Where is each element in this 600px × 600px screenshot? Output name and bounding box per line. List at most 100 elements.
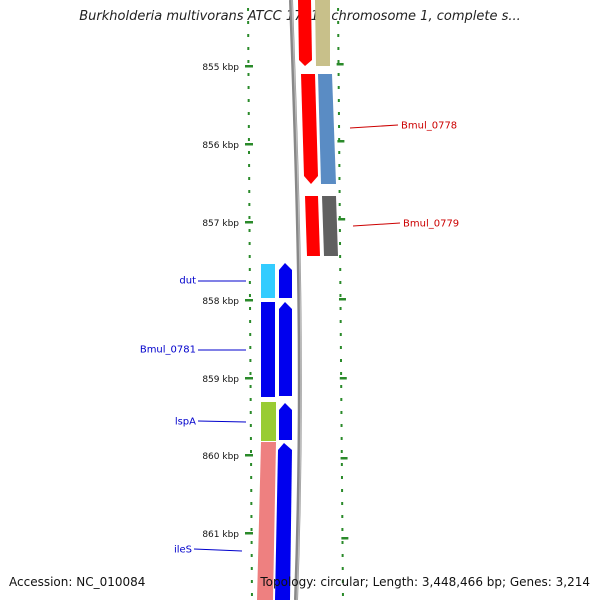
gene-name[interactable]: Bmul_0781 (140, 345, 196, 356)
feature-red-lower[interactable] (305, 196, 320, 256)
feature-blue-dut[interactable] (279, 263, 292, 298)
kbp-label: 859 kbp (202, 375, 239, 385)
gene-label-lspa[interactable]: lspA (175, 417, 247, 428)
tick-dot (338, 125, 341, 128)
tick-dot (340, 476, 343, 479)
backbone-arc (289, 0, 302, 600)
tick-major-left (245, 143, 253, 146)
tick-dot (250, 567, 253, 570)
tick-dot (248, 177, 251, 180)
kbp-label: 855 kbp (202, 63, 239, 73)
tick-dot (247, 60, 250, 63)
tick-major-right (341, 537, 349, 540)
tick-dot (341, 567, 344, 570)
tick-dot (339, 320, 342, 323)
accession-text: Accession: NC_010084 (9, 575, 146, 589)
gene-name[interactable]: Bmul_0778 (401, 121, 457, 132)
tick-dot (340, 437, 343, 440)
tick-dot (248, 190, 251, 193)
tick-dot (339, 281, 342, 284)
tick-dot (248, 229, 251, 232)
gene-label-bmul-0778[interactable]: Bmul_0778 (349, 121, 457, 132)
callout-line (349, 124, 399, 129)
tick-dot (339, 294, 342, 297)
tick-ring-left (247, 8, 253, 596)
callout-line (193, 548, 243, 552)
tick-dot (250, 463, 253, 466)
tick-dot (338, 203, 341, 206)
tick-dot (249, 333, 252, 336)
features-outer-left[interactable] (257, 264, 276, 600)
tick-major-right (340, 457, 348, 460)
feature-blue-iles[interactable] (275, 443, 292, 600)
feature-gray[interactable] (322, 196, 338, 256)
tick-dot (247, 112, 250, 115)
kbp-ruler: 855 kbp 856 kbp 857 kbp 858 kbp 859 kbp 860 k… (202, 63, 253, 540)
tick-dot (339, 255, 342, 258)
feature-blue-bmul0781[interactable] (279, 302, 292, 396)
tick-dot (340, 463, 343, 466)
tick-major-left (245, 454, 253, 457)
tick-dot (340, 398, 343, 401)
feature-blue-lspa[interactable] (279, 403, 292, 440)
gene-name[interactable]: ileS (174, 545, 192, 556)
tick-dot (247, 21, 250, 24)
kbp-label: 861 kbp (202, 530, 239, 540)
tick-dot (338, 138, 341, 141)
tick-dot (337, 60, 340, 63)
tick-dot (249, 398, 252, 401)
tick-dot (340, 411, 343, 414)
tick-dot (338, 164, 341, 167)
tick-dot (250, 593, 253, 596)
feature-cyan-dut[interactable] (261, 264, 275, 298)
feature-blue-outer-bmul0781[interactable] (261, 302, 275, 397)
tick-dot (341, 515, 344, 518)
feature-green-lspa[interactable] (261, 402, 276, 441)
tick-dot (340, 450, 343, 453)
tick-dot (341, 554, 344, 557)
kbp-label: 857 kbp (202, 219, 239, 229)
tick-dot (248, 268, 251, 271)
tick-dot (250, 450, 252, 453)
gene-label-bmul-0781[interactable]: Bmul_0781 (140, 345, 246, 356)
tick-dot (337, 112, 340, 115)
tick-dot (248, 164, 251, 167)
tick-dot (249, 372, 252, 375)
tick-dot (338, 151, 341, 154)
feature-red-top[interactable] (298, 0, 312, 66)
tick-dot (250, 580, 253, 583)
tick-ring-right (336, 8, 349, 596)
gene-name[interactable]: Bmul_0779 (403, 219, 459, 230)
features-outer-right[interactable] (298, 0, 338, 256)
tick-dot (249, 424, 252, 427)
tick-dot (248, 242, 251, 245)
tick-dot (337, 8, 340, 11)
gene-name[interactable]: dut (179, 276, 196, 287)
tick-major-right (336, 63, 344, 66)
tick-dot (250, 489, 253, 492)
tick-dot (338, 177, 341, 180)
tick-dot (247, 47, 250, 50)
feature-pink-iles[interactable] (257, 442, 276, 600)
backbone-highlight (291, 0, 302, 600)
features-inner-left[interactable] (275, 263, 292, 600)
tick-dot (341, 489, 344, 492)
tick-dot (247, 86, 250, 89)
kbp-label: 856 kbp (202, 141, 239, 151)
feature-red-middle[interactable] (301, 74, 318, 184)
gene-label-iles[interactable]: ileS (174, 545, 243, 556)
tick-dot (337, 21, 340, 24)
gene-label-dut[interactable]: dut (179, 276, 246, 287)
tick-dot (250, 476, 253, 479)
tick-major-left (245, 377, 253, 380)
feature-khaki[interactable] (315, 0, 330, 66)
tick-dot (247, 73, 250, 76)
gene-name[interactable]: lspA (175, 417, 196, 428)
tick-dot (338, 229, 341, 232)
tick-dot (249, 346, 252, 349)
gene-label-bmul-0779[interactable]: Bmul_0779 (352, 219, 459, 230)
feature-steelblue[interactable] (318, 74, 336, 184)
tick-dot (337, 99, 340, 102)
